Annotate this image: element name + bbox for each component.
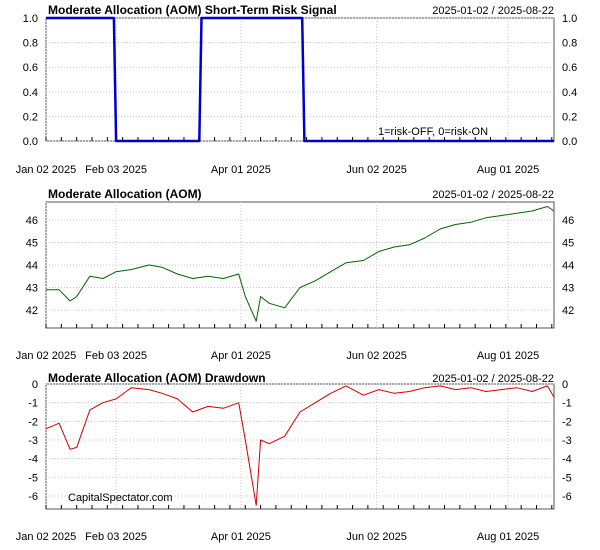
drawdown-x-tick-label-1: Feb 03 2025: [85, 531, 147, 543]
price-series: [46, 206, 555, 322]
risk-signal-y-tick-left-5: 1.0: [23, 13, 38, 25]
risk-signal-x-tick-label-4: Aug 01 2025: [477, 164, 539, 176]
price-grid: [45, 202, 554, 328]
price-title: Moderate Allocation (AOM): [48, 187, 202, 201]
risk-signal-y-tick-right-5: 1.0: [562, 13, 577, 25]
risk-signal-y-tick-right-2: 0.4: [562, 87, 577, 99]
price-y-tick-left-2: 44: [26, 260, 38, 272]
drawdown-x-tick-label-3: Jun 02 2025: [346, 531, 407, 543]
drawdown-y-tick-left-1: -1: [28, 398, 38, 410]
drawdown-x-tick-label-0: Jan 02 2025: [16, 531, 77, 543]
price-ticks: Jan 02 2025 Feb 03 2025 Apr 01 2025 Jun 02 …: [16, 215, 575, 362]
drawdown-panel: Jan 02 2025 Feb 03 2025 Apr 01 2025 Jun 02 …: [16, 371, 572, 543]
drawdown-y-tick-right-3: -3: [562, 435, 572, 447]
risk-signal-x-tick-label-3: Jun 02 2025: [346, 164, 407, 176]
risk-signal-y-tick-left-4: 0.8: [23, 38, 38, 50]
risk-signal-title: Moderate Allocation (AOM) Short-Term Ris…: [48, 3, 337, 17]
price-y-tick-left-0: 42: [26, 305, 38, 317]
risk-signal-plot-area: [45, 17, 555, 142]
drawdown-title: Moderate Allocation (AOM) Drawdown: [48, 371, 266, 385]
watermark: CapitalSpectator.com: [68, 492, 173, 504]
drawdown-y-tick-right-2: -2: [562, 416, 572, 428]
drawdown-ticks: Jan 02 2025 Feb 03 2025 Apr 01 2025 Jun 02 …: [16, 379, 572, 543]
drawdown-x-tick-label-2: Apr 01 2025: [211, 531, 271, 543]
risk-signal-date-range: 2025-01-02 / 2025-08-22: [432, 5, 554, 17]
drawdown-y-tick-left-6: -6: [28, 491, 38, 503]
risk-signal-y-tick-left-3: 0.6: [23, 62, 38, 74]
risk-signal-y-tick-right-4: 0.8: [562, 38, 577, 50]
price-x-tick-label-3: Jun 02 2025: [346, 350, 407, 362]
drawdown-y-tick-right-6: -6: [562, 491, 572, 503]
price-date-range: 2025-01-02 / 2025-08-22: [432, 189, 554, 201]
price-line: [46, 206, 555, 322]
drawdown-line: [45, 385, 555, 506]
risk-signal-x-tick-label-1: Feb 03 2025: [85, 164, 147, 176]
risk-signal-y-tick-left-1: 0.2: [23, 111, 38, 123]
risk-signal-annotation: 1=risk-OFF, 0=risk-ON: [378, 126, 488, 138]
drawdown-y-tick-left-5: -5: [28, 472, 38, 484]
drawdown-y-tick-left-2: -2: [28, 416, 38, 428]
drawdown-plot-area: [45, 383, 555, 510]
drawdown-series: [45, 385, 555, 506]
risk-signal-y-tick-right-1: 0.2: [562, 111, 577, 123]
drawdown-y-tick-left-4: -4: [28, 454, 38, 466]
drawdown-grid: [45, 383, 554, 509]
price-y-tick-right-3: 45: [562, 238, 574, 250]
price-y-tick-right-0: 42: [562, 305, 574, 317]
risk-signal-y-tick-right-0: 0.0: [562, 136, 577, 148]
risk-signal-line: [46, 16, 554, 143]
price-x-tick-label-4: Aug 01 2025: [477, 350, 539, 362]
drawdown-y-tick-left-0: 0: [32, 379, 38, 391]
drawdown-y-tick-right-4: -4: [562, 454, 572, 466]
price-y-tick-left-1: 43: [26, 283, 38, 295]
price-y-tick-right-2: 44: [562, 260, 574, 272]
risk-signal-series: [46, 16, 554, 143]
price-plot-area: [45, 201, 555, 329]
drawdown-y-tick-right-0: 0: [562, 379, 568, 391]
price-panel: Jan 02 2025 Feb 03 2025 Apr 01 2025 Jun 02 …: [16, 187, 575, 362]
price-x-tick-label-0: Jan 02 2025: [16, 350, 77, 362]
risk-signal-y-tick-left-0: 0.0: [23, 136, 38, 148]
drawdown-date-range: 2025-01-02 / 2025-08-22: [432, 373, 554, 385]
risk-signal-x-tick-label-0: Jan 02 2025: [16, 164, 77, 176]
drawdown-y-tick-right-1: -1: [562, 398, 572, 410]
risk-signal-ticks: Jan 02 2025 Feb 03 2025 Apr 01 2025 Jun 02 …: [16, 13, 578, 176]
price-y-tick-left-3: 45: [26, 238, 38, 250]
price-y-tick-right-4: 46: [562, 215, 574, 227]
price-y-tick-left-4: 46: [26, 215, 38, 227]
drawdown-y-tick-right-5: -5: [562, 472, 572, 484]
price-x-tick-label-1: Feb 03 2025: [85, 350, 147, 362]
risk-signal-y-tick-left-2: 0.4: [23, 87, 38, 99]
price-x-tick-label-2: Apr 01 2025: [211, 350, 271, 362]
drawdown-y-tick-left-3: -3: [28, 435, 38, 447]
risk-signal-y-tick-right-3: 0.6: [562, 62, 577, 74]
risk-signal-x-tick-label-2: Apr 01 2025: [211, 164, 271, 176]
risk-signal-panel: Jan 02 2025 Feb 03 2025 Apr 01 2025 Jun 02 …: [16, 3, 578, 176]
drawdown-x-tick-label-4: Aug 01 2025: [477, 531, 539, 543]
price-y-tick-right-1: 43: [562, 283, 574, 295]
